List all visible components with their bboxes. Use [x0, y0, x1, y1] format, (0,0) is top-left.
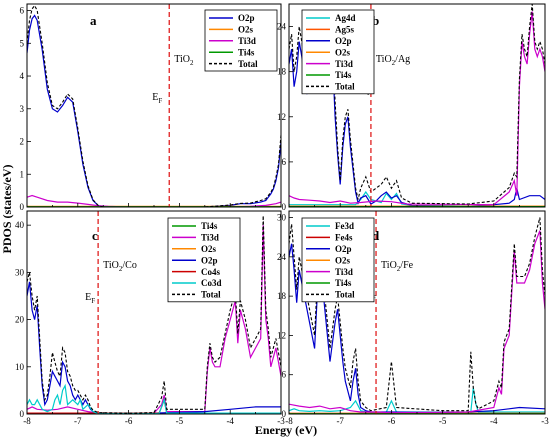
x-tick-label: -7	[74, 416, 82, 426]
legend-entry: Total	[201, 290, 221, 300]
y-tick-label: 5	[20, 38, 25, 48]
y-tick-label: 6	[282, 370, 287, 380]
x-tick-label: -3	[277, 416, 285, 426]
x-tick-label: -8	[285, 416, 293, 426]
panel-d: 0612182430-8-7-6-5-4-3dTiO2/FeEFFe3dFe4s…	[277, 210, 549, 426]
fermi-label: EF	[85, 292, 95, 305]
y-tick-label: 18	[277, 67, 287, 77]
panel-label: b	[372, 13, 379, 28]
series-line-co3d	[27, 383, 281, 414]
y-tick-label: 0	[20, 202, 25, 212]
y-tick-label: 6	[282, 157, 287, 167]
panel-label: a	[90, 13, 97, 28]
legend-entry: Ti4s	[201, 221, 218, 231]
y-tick-label: 30	[15, 267, 25, 277]
y-tick-label: 18	[277, 291, 287, 301]
legend-entry: Fe3d	[335, 221, 354, 231]
series-line-ti3d	[289, 230, 545, 414]
legend-entry: Ti3d	[335, 267, 353, 277]
x-tick-label: -4	[490, 416, 498, 426]
panel-label: c	[92, 228, 98, 243]
series-line-total	[27, 4, 281, 207]
legend-entry: Total	[238, 59, 258, 69]
y-tick-label: 4	[20, 71, 25, 81]
series-line-ti3d	[289, 11, 545, 206]
legend-entry: O2p	[335, 244, 352, 254]
y-tick-label: 0	[20, 409, 25, 419]
series-line-total	[27, 215, 281, 414]
legend-entry: Ti3d	[238, 36, 256, 46]
legend-entry: Ti4s	[335, 278, 352, 288]
system-annotation: TiO2	[174, 54, 194, 67]
legend-entry: Ti3d	[335, 59, 353, 69]
legend-entry: O2s	[335, 255, 351, 265]
y-tick-label: 24	[277, 252, 287, 262]
panel-b: 06121824bTiO2/AgEFAg4dAg5sO2pO2sTi3dTi4s…	[277, 3, 546, 212]
x-tick-label: -3	[541, 416, 549, 426]
legend-entry: Co3d	[201, 278, 222, 288]
x-tick-label: -6	[388, 416, 396, 426]
plot-frame	[26, 210, 282, 415]
legend-entry: O2s	[201, 244, 217, 254]
legend-entry: Total	[335, 82, 355, 92]
panels: 0123456aTiO2EFO2pO2sTi3dTi4sTotal0612182…	[15, 3, 549, 426]
y-tick-label: 20	[15, 315, 25, 325]
x-tick-label: -8	[23, 416, 31, 426]
system-annotation: TiO2/Ag	[376, 54, 410, 67]
series-line-total	[289, 217, 545, 412]
legend-entry: Co4s	[201, 267, 220, 277]
legend-entry: Ti3d	[201, 233, 219, 243]
y-tick-label: 2	[20, 137, 25, 147]
legend-entry: Total	[335, 290, 355, 300]
y-axis-label: PDOS (states/eV)	[0, 165, 14, 254]
series-line-o2p	[27, 281, 281, 414]
legend-entry: O2s	[335, 47, 351, 57]
panel-label: d	[372, 228, 380, 243]
legend-entry: Ti4s	[238, 47, 255, 57]
y-tick-label: 12	[277, 330, 286, 340]
series-group	[27, 215, 281, 414]
y-tick-label: 0	[282, 409, 287, 419]
x-tick-label: -5	[176, 416, 184, 426]
legend-entry: O2s	[238, 25, 254, 35]
y-tick-label: 1	[20, 169, 25, 179]
y-tick-label: 24	[277, 22, 287, 32]
legend-entry: Fe4s	[335, 233, 353, 243]
legend-entry: O2p	[201, 255, 218, 265]
x-tick-label: -5	[439, 416, 447, 426]
x-axis-label: Energy (eV)	[255, 423, 317, 437]
x-tick-label: -4	[226, 416, 234, 426]
y-tick-label: 12	[277, 112, 286, 122]
y-tick-label: 40	[15, 220, 25, 230]
legend-entry: O2p	[238, 13, 255, 23]
system-annotation: TiO2/Co	[103, 260, 137, 273]
legend-entry: O2p	[335, 36, 352, 46]
series-line-co4s	[27, 397, 281, 414]
y-tick-label: 3	[20, 104, 25, 114]
x-tick-label: -6	[125, 416, 133, 426]
y-tick-label: 6	[20, 6, 25, 16]
legend-entry: Ti4s	[335, 70, 352, 80]
fermi-label: EF	[152, 92, 162, 105]
system-annotation: TiO2/Fe	[381, 260, 414, 273]
series-line-ti3d	[27, 225, 281, 414]
y-tick-label: 0	[282, 202, 287, 212]
legend-entry: Ag5s	[335, 25, 354, 35]
y-tick-label: 10	[15, 362, 25, 372]
x-tick-label: -7	[336, 416, 344, 426]
legend-entry: Ag4d	[335, 13, 356, 23]
y-tick-label: 30	[277, 213, 287, 223]
